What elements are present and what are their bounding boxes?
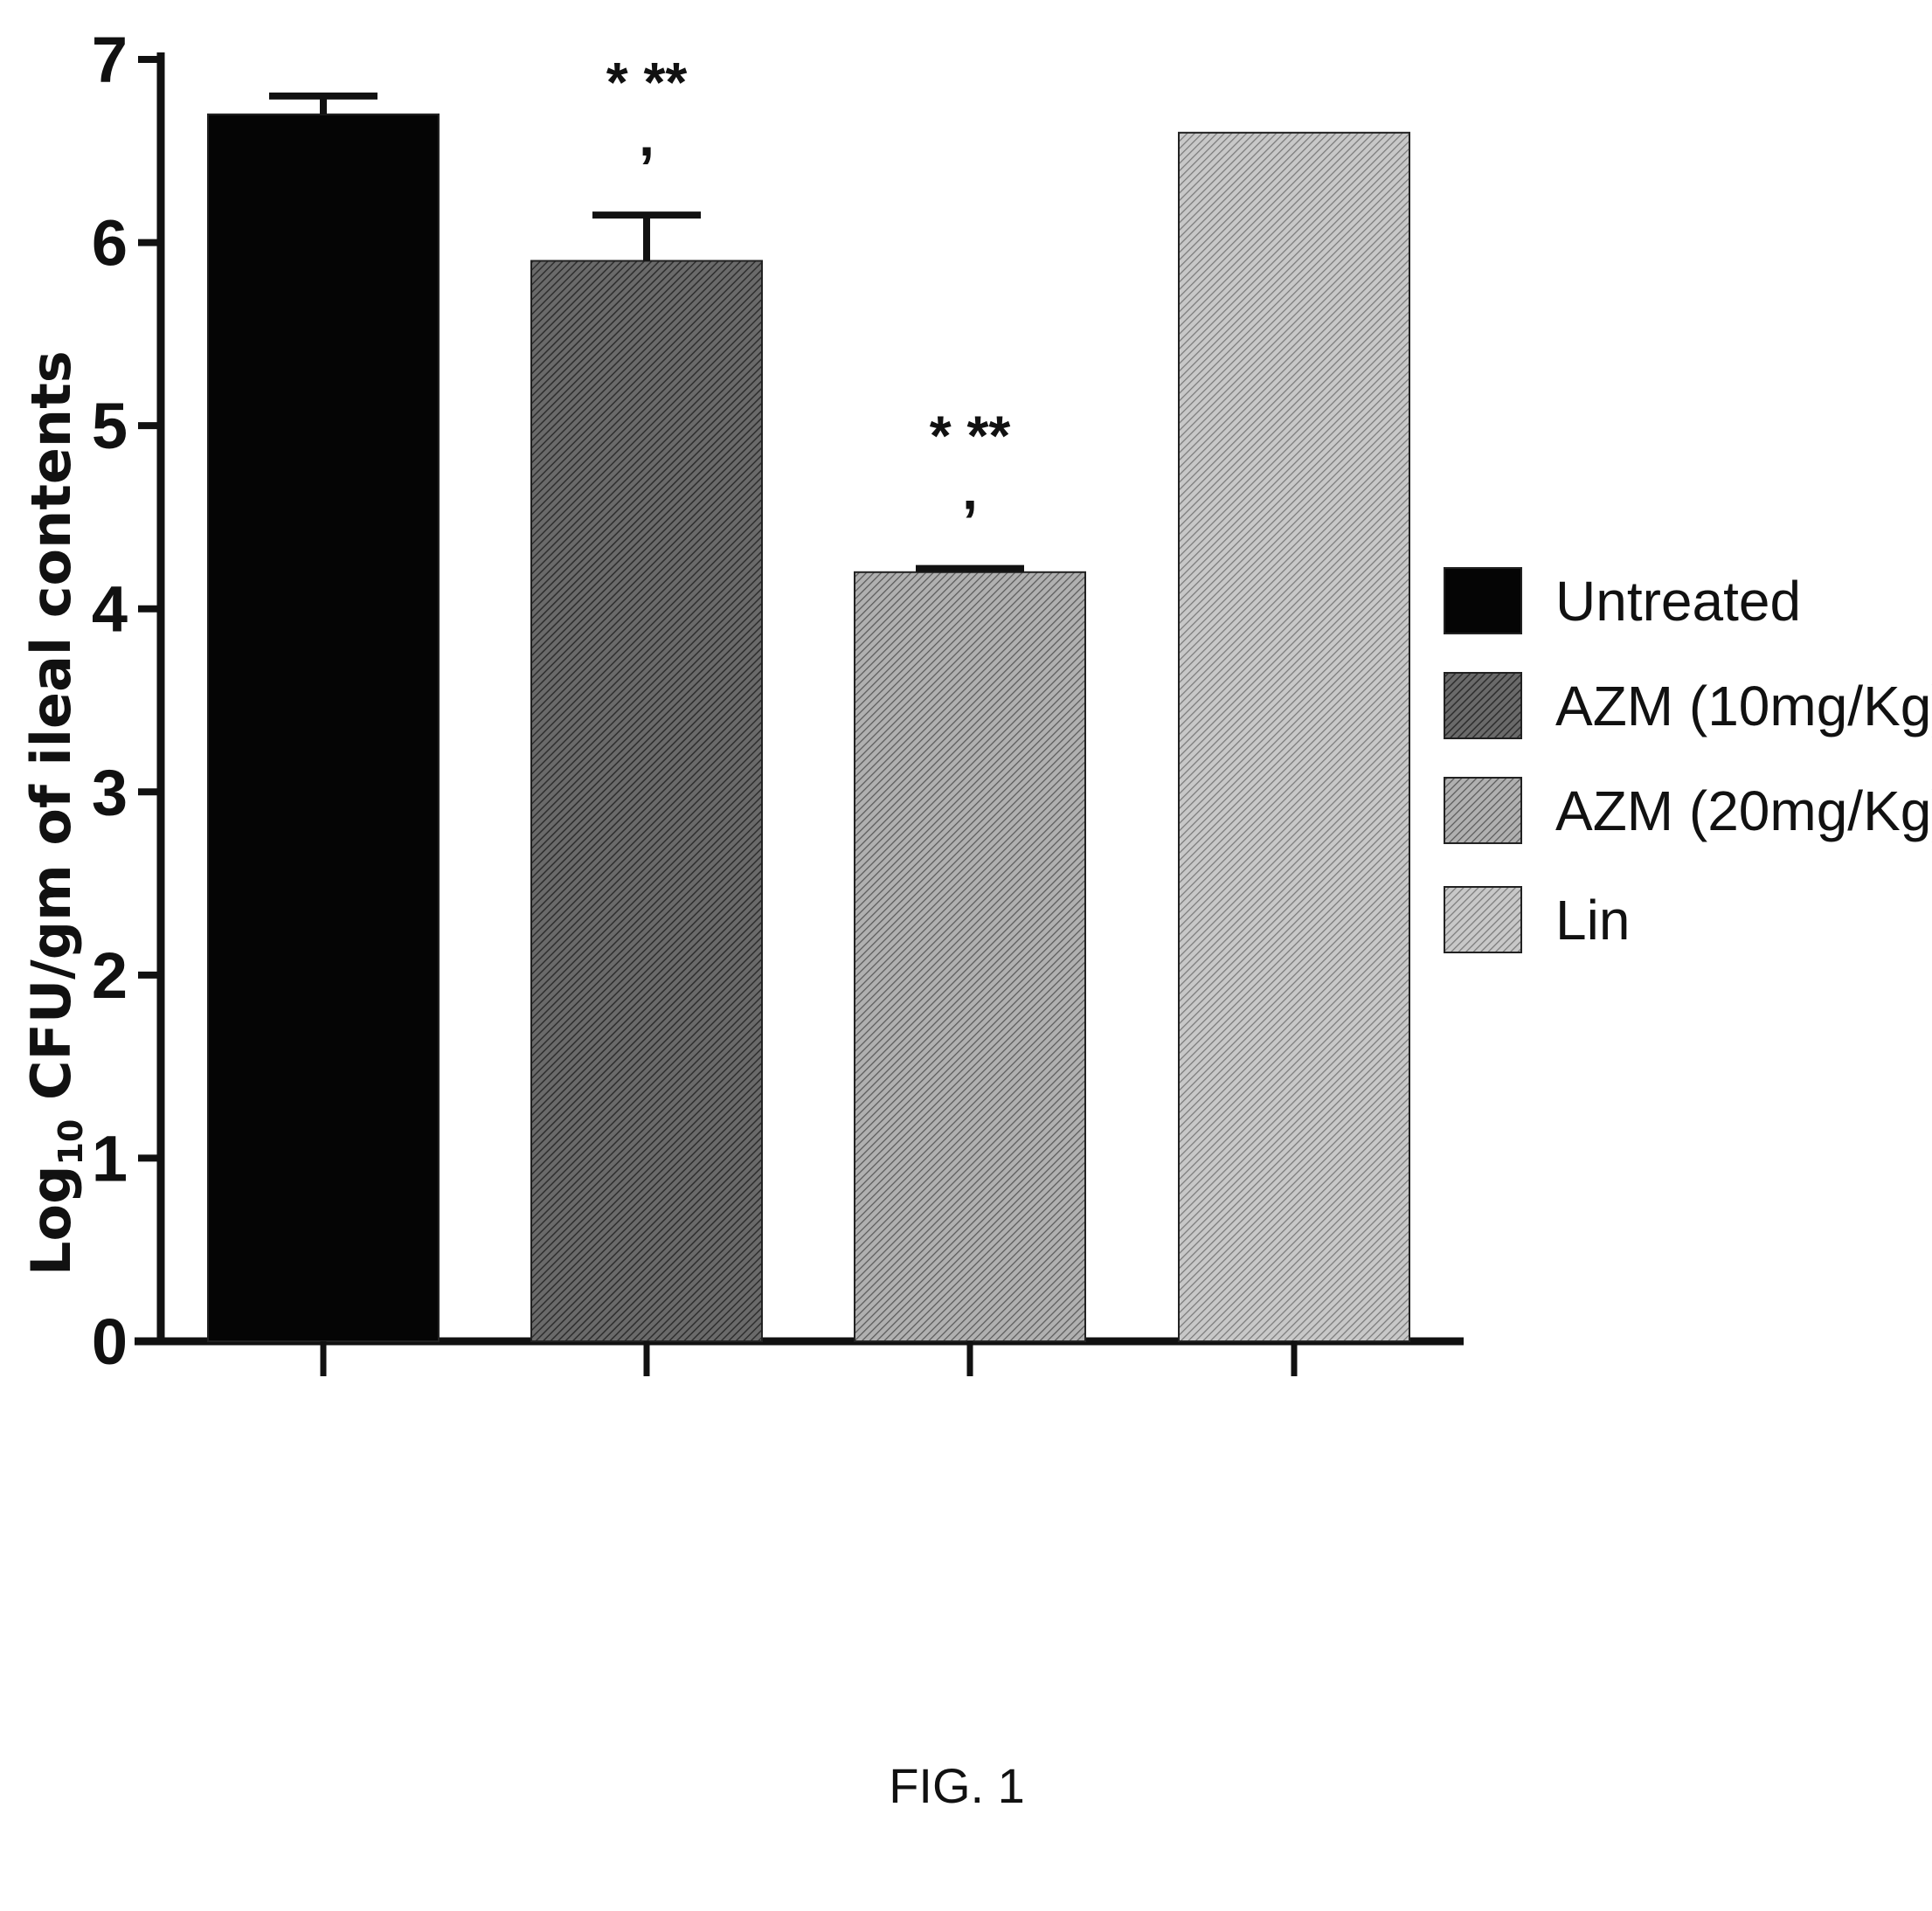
legend: Untreated AZM (10mg/Kg) AZM (20mg/Kg) Lin [1444,567,1932,953]
y-tick-label: 3 [92,756,128,828]
figure-caption: FIG. 1 [889,1758,1025,1813]
legend-label: AZM (20mg/Kg) [1555,779,1932,842]
legend-label: Lin [1555,889,1630,952]
legend-swatch [1444,777,1522,844]
y-tick-label: 0 [92,1305,128,1378]
y-axis-label-sub: 10 [52,1119,90,1166]
y-axis-label-rest: CFU/gm of ileal contents [19,350,83,1118]
y-tick-label: 4 [92,573,128,646]
legend-label: AZM (10mg/Kg) [1555,675,1932,737]
legend-label: Untreated [1555,570,1801,633]
x-ticks [320,1341,1298,1376]
bar-lin [1178,131,1410,1342]
bars: * **,* **, [207,51,1410,1342]
y-tick-label: 6 [92,207,128,280]
significance-annotation: * ** [930,405,1011,467]
y-axis-label: Log10 CFU/gm of ileal contents [19,350,90,1276]
bar-azm-10mg-kg [530,260,763,1342]
y-tick-label: 5 [92,390,128,462]
bar-untreated [207,113,440,1342]
significance-annotation: * ** [606,51,688,114]
y-ticks: 0 1 2 3 4 5 6 7 [92,24,161,1378]
significance-annotation: , [962,459,978,522]
y-axis-label-main: Log [19,1166,83,1276]
y-tick-label: 1 [92,1122,128,1194]
bar-azm-20mg-kg [854,571,1086,1342]
y-tick-label: 2 [92,939,128,1012]
legend-swatch [1444,672,1522,739]
significance-annotation: , [639,105,654,168]
legend-swatch [1444,886,1522,953]
legend-swatch [1444,567,1522,634]
y-tick-label: 7 [92,24,128,96]
